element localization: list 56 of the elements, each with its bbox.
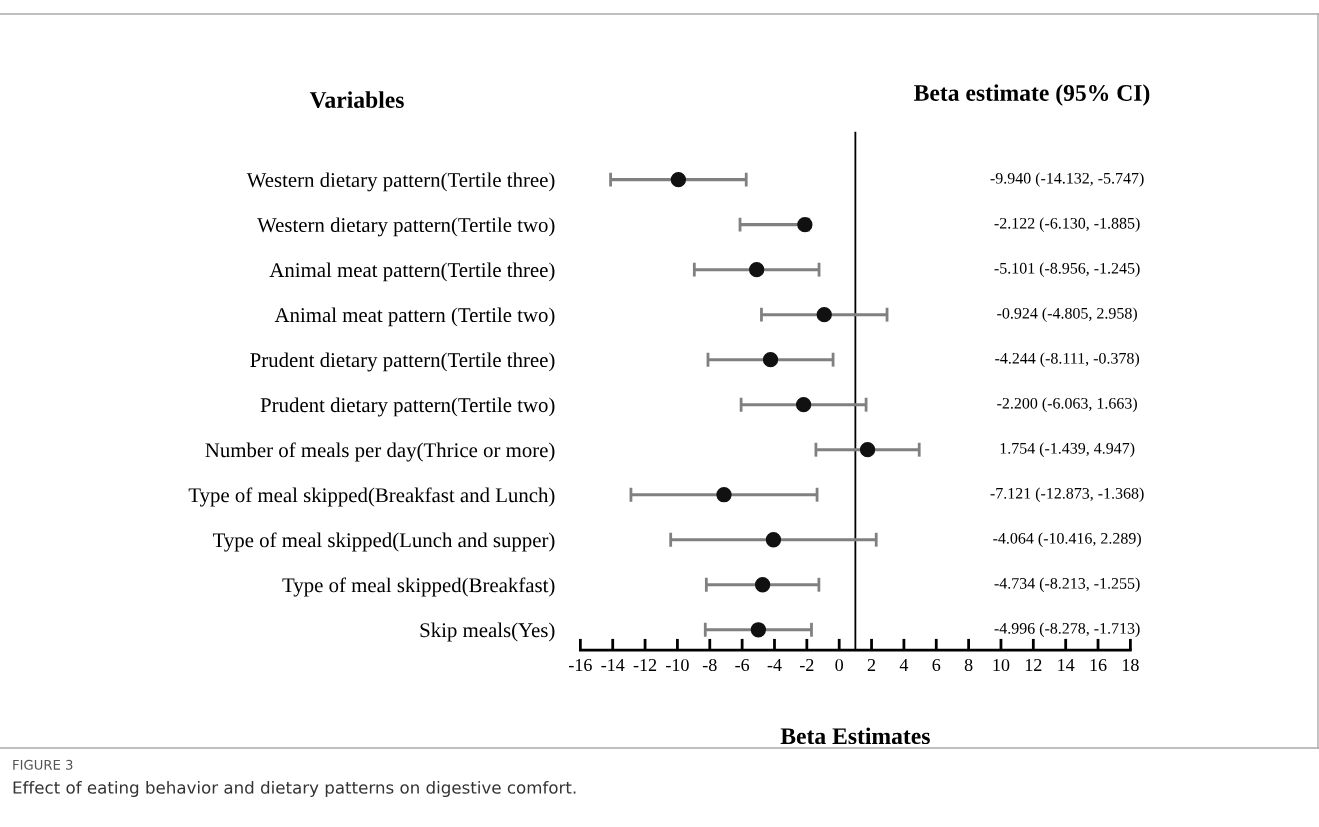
- annotation: -4.244 (-8.111, -0.378): [995, 352, 1140, 367]
- y-tick-label: Skip meals(Yes): [420, 622, 555, 642]
- y-tick-label: Type of meal skipped(Lunch and supper): [212, 532, 555, 552]
- y-tick-label: Prudent dietary pattern(Tertile three): [250, 352, 555, 372]
- y-tick-label: Prudent dietary pattern(Tertile two): [260, 397, 555, 417]
- annotation: -5.101 (-8.956, -1.245): [994, 262, 1140, 277]
- point: [859, 442, 876, 458]
- point: [795, 397, 812, 413]
- point: [765, 532, 782, 548]
- x-tick-label: 10: [993, 658, 1010, 672]
- annotation: -4.064 (-10.416, 2.289): [993, 532, 1141, 547]
- x-tick-label: 18: [1122, 658, 1139, 672]
- y-tick-label: Number of meals per day(Thrice or more): [205, 442, 555, 462]
- caption: FIGURE 3: [13, 759, 73, 770]
- y-tick-label: Animal meat pattern (Tertile two): [274, 307, 555, 327]
- text: Effect of eating behavior and dietary patterns on digestive comfort.: [13, 780, 576, 798]
- annotation: -4.734 (-8.213, -1.255): [994, 577, 1140, 592]
- x-tick-label: -10: [666, 658, 689, 672]
- x-tick-label: -6: [735, 658, 750, 672]
- y-tick-label: Type of meal skipped(Breakfast and Lunch): [188, 487, 555, 507]
- annotation: -7.121 (-12.873, -1.368): [990, 487, 1144, 502]
- x-tick-label: -2: [799, 658, 814, 671]
- point: [816, 307, 832, 323]
- point: [762, 352, 779, 368]
- x-tick-label: 12: [1025, 658, 1042, 671]
- annotation: -4.996 (-8.278, -1.713): [994, 622, 1140, 638]
- x-tick-label: 8: [964, 658, 973, 672]
- x-tick-label: 14: [1058, 658, 1075, 671]
- x-tick-label: -16: [569, 658, 592, 672]
- point: [750, 622, 767, 638]
- x-tick-label: -8: [702, 658, 717, 672]
- point: [797, 217, 813, 233]
- text: Variables: [309, 91, 404, 109]
- x-tick-label: 6: [932, 658, 941, 672]
- point: [749, 262, 765, 278]
- x-tick-label: 0: [835, 658, 844, 672]
- x-tick-label: -14: [601, 658, 625, 671]
- x-tick-label: 16: [1090, 658, 1107, 672]
- point: [670, 171, 687, 188]
- x-tick-label: -4: [767, 659, 782, 671]
- x-tick-label: 4: [899, 659, 909, 671]
- y-tick-label: Animal meat pattern(Tertile three): [269, 262, 555, 282]
- annotation: 1.754 (-1.439, 4.947): [1000, 442, 1135, 457]
- chart-title: Beta estimate (95% CI): [914, 84, 1150, 106]
- point: [716, 487, 732, 503]
- x-axis-title: Beta Estimates: [780, 727, 930, 745]
- x-tick-label: 2: [867, 658, 876, 671]
- y-tick-label: Western dietary pattern(Tertile three): [246, 172, 555, 192]
- annotation: -0.924 (-4.805, 2.958): [997, 307, 1137, 322]
- y-tick-label: Western dietary pattern(Tertile two): [257, 217, 555, 237]
- annotation: -2.122 (-6.130, -1.885): [994, 217, 1140, 232]
- point: [754, 577, 771, 593]
- annotation: -2.200 (-6.063, 1.663): [997, 397, 1137, 412]
- y-tick-label: Type of meal skipped(Breakfast): [282, 577, 555, 597]
- annotation: -9.940 (-14.132, -5.747): [990, 172, 1144, 187]
- x-tick-label: -12: [633, 658, 657, 671]
